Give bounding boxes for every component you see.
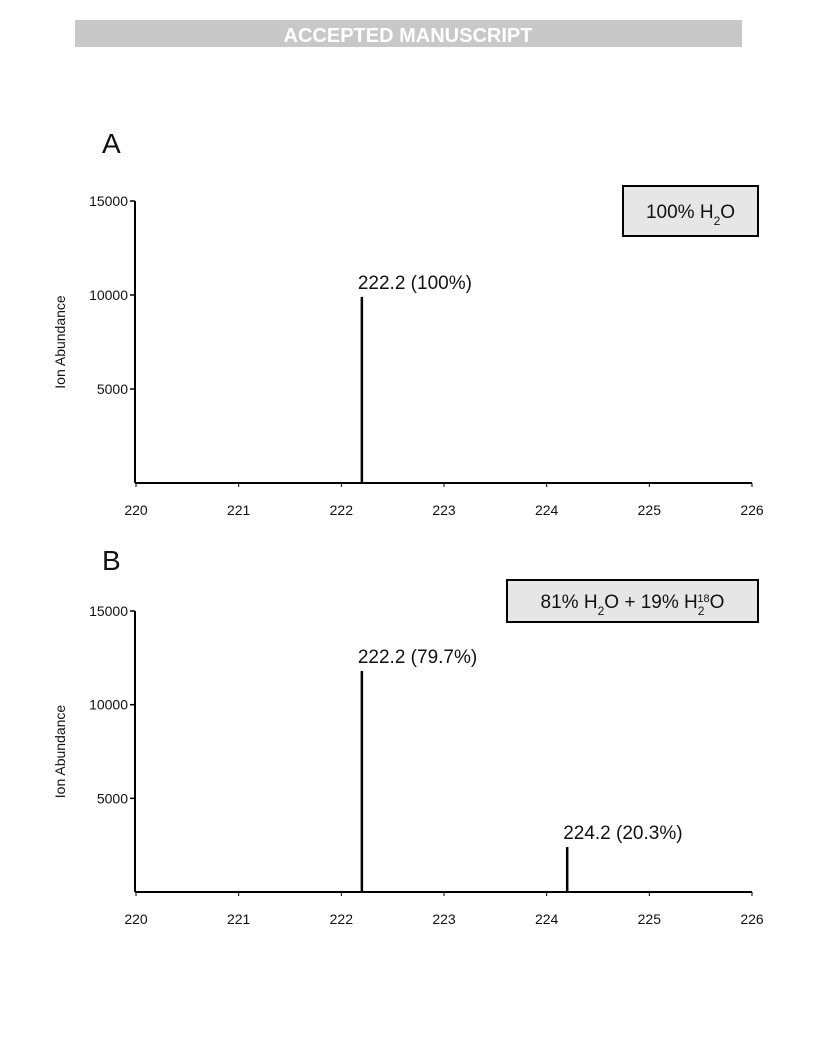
legend-sub: 2 xyxy=(698,604,705,618)
x-tick-label: 223 xyxy=(432,502,456,518)
x-tick-label: 226 xyxy=(740,911,764,927)
legend-text: 100% H xyxy=(646,202,714,223)
legend-text: 81% H2O + 19% H218O xyxy=(541,592,725,618)
banner-bar xyxy=(75,20,742,47)
legend-box xyxy=(622,185,759,237)
y-tick-label: 5000 xyxy=(97,790,128,806)
y-tick-label: 10000 xyxy=(89,697,128,713)
x-tick-label: 223 xyxy=(432,911,456,927)
panel-label: A xyxy=(102,128,121,159)
y-axis-title: Ion Abundance xyxy=(52,705,68,799)
y-tick-label: 15000 xyxy=(89,193,128,209)
x-tick-label: 221 xyxy=(227,502,251,518)
x-tick-label: 221 xyxy=(227,911,251,927)
y-tick-label: 5000 xyxy=(97,381,128,397)
x-tick-label: 222 xyxy=(330,911,354,927)
y-axis-title: Ion Abundance xyxy=(52,295,68,389)
y-tick-label: 10000 xyxy=(89,287,128,303)
banner: ACCEPTED MANUSCRIPT xyxy=(284,25,533,47)
x-tick-label: 224 xyxy=(535,911,559,927)
peak-label: 222.2 (100%) xyxy=(358,273,472,294)
x-tick-label: 225 xyxy=(638,911,662,927)
x-tick-label: 225 xyxy=(638,502,662,518)
peak-label: 222.2 (79.7%) xyxy=(358,647,477,668)
peak-label: 224.2 (20.3%) xyxy=(563,823,682,844)
x-tick-label: 222 xyxy=(330,502,354,518)
x-tick-label: 220 xyxy=(124,502,148,518)
legend-sup: 18 xyxy=(697,593,709,605)
legend-text: O xyxy=(710,592,725,613)
panel-label: B xyxy=(102,545,121,576)
x-tick-label: 224 xyxy=(535,502,559,518)
x-tick-label: 220 xyxy=(124,911,148,927)
legend-sub: 2 xyxy=(714,214,721,228)
legend-text: 81% H xyxy=(541,592,598,613)
legend-text: O + 19% H xyxy=(604,592,697,613)
y-tick-label: 15000 xyxy=(89,603,128,619)
legend-sub: 2 xyxy=(598,604,605,618)
legend-box xyxy=(506,579,759,623)
legend-text: 100% H2O xyxy=(646,202,735,228)
legend-text: O xyxy=(720,202,735,223)
x-tick-label: 226 xyxy=(740,502,764,518)
